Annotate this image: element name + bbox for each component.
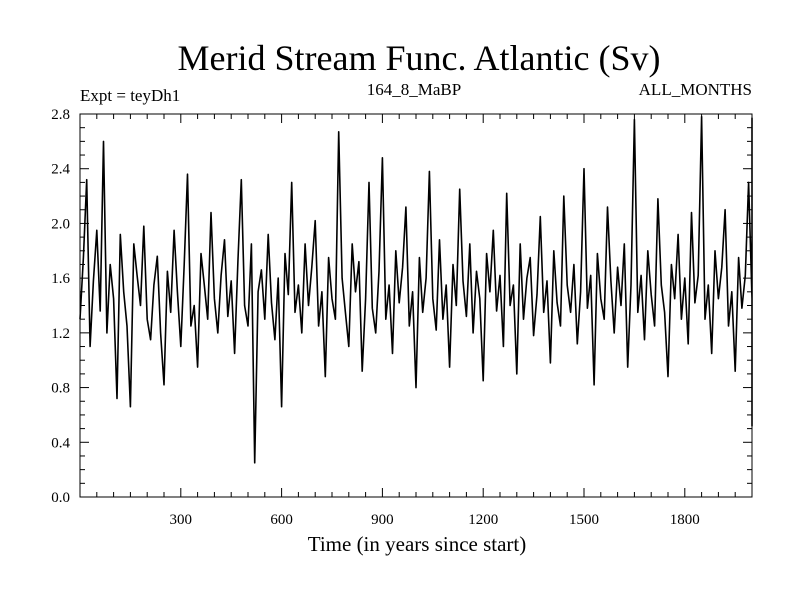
- subtitle-experiment: Expt = teyDh1: [80, 86, 180, 105]
- x-axis-label: Time (in years since start): [308, 532, 527, 556]
- y-tick-label: 0.0: [51, 490, 70, 506]
- y-tick-label: 2.0: [51, 216, 70, 232]
- y-tick-label: 1.2: [51, 326, 70, 342]
- x-tick-label: 300: [170, 512, 193, 528]
- y-tick-label: 2.4: [51, 162, 70, 178]
- x-tick-label: 900: [371, 512, 394, 528]
- y-tick-label: 0.4: [51, 435, 70, 451]
- y-axis-ticks: [80, 127, 752, 484]
- chart-title: Merid Stream Func. Atlantic (Sv): [178, 38, 661, 78]
- y-tick-label: 2.8: [51, 107, 70, 123]
- plot-frame: [79, 113, 753, 498]
- x-axis-tick-labels: 300 600 900 1200 1500 1800: [170, 512, 700, 528]
- subtitle-period: 164_8_MaBP: [367, 80, 461, 99]
- x-tick-label: 1500: [569, 512, 599, 528]
- y-tick-label: 0.8: [51, 381, 70, 397]
- y-tick-label: 1.6: [51, 271, 70, 287]
- x-tick-label: 1800: [670, 512, 700, 528]
- x-tick-label: 1200: [468, 512, 498, 528]
- subtitle-months: ALL_MONTHS: [639, 80, 752, 99]
- series-line: [79, 115, 753, 464]
- y-axis-tick-labels: 0.0 0.4 0.8 1.2 1.6 2.0 2.4 2.8: [51, 107, 70, 506]
- x-axis-ticks: [96, 114, 736, 497]
- x-tick-label: 600: [270, 512, 293, 528]
